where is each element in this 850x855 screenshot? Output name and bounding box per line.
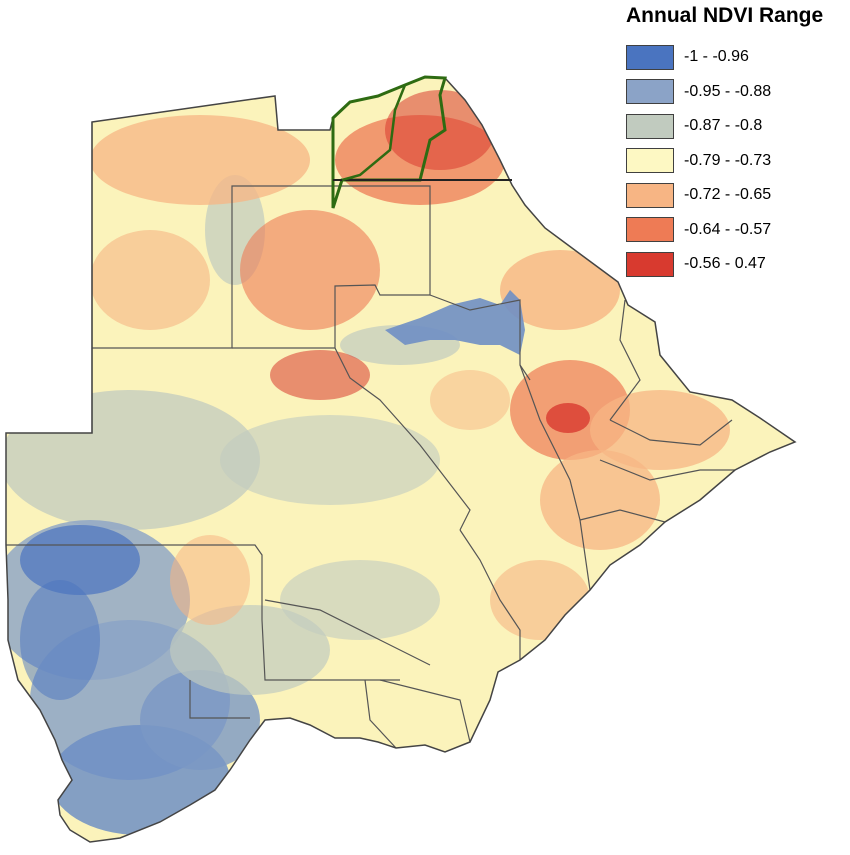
blue-zones	[6, 175, 460, 835]
legend-item: -0.95 - -0.88	[626, 75, 846, 110]
legend-swatch	[626, 217, 674, 243]
legend-item: -0.72 - -0.65	[626, 178, 846, 213]
legend-label: -0.95 - -0.88	[684, 82, 772, 100]
legend-swatch	[626, 182, 674, 208]
legend-items: -1 - -0.96 -0.95 - -0.88 -0.87 - -0.8 -0.79…	[626, 40, 846, 282]
legend-label: -1 - -0.96	[684, 48, 749, 66]
legend-swatch	[626, 113, 674, 139]
legend-label: -0.87 - -0.8	[684, 117, 763, 135]
legend: Annual NDVI Range -1 - -0.96 -0.95 - -0.8…	[626, 4, 846, 282]
legend-swatch	[626, 148, 674, 174]
legend-item: -0.56 - 0.47	[626, 247, 846, 282]
legend-label: -0.72 - -0.65	[684, 186, 772, 204]
legend-label: -0.79 - -0.73	[684, 151, 772, 169]
legend-swatch	[626, 79, 674, 105]
legend-title: Annual NDVI Range	[626, 4, 824, 27]
legend-label: -0.56 - 0.47	[684, 255, 766, 273]
legend-item: -0.64 - -0.57	[626, 213, 846, 248]
legend-swatch	[626, 251, 674, 277]
legend-item: -1 - -0.96	[626, 40, 846, 75]
legend-label: -0.64 - -0.57	[684, 220, 772, 238]
legend-swatch	[626, 44, 674, 70]
study-area-divider	[341, 84, 407, 182]
legend-item: -0.79 - -0.73	[626, 144, 846, 179]
country-outline	[5, 76, 797, 843]
red-zones	[90, 90, 730, 640]
legend-item: -0.87 - -0.8	[626, 109, 846, 144]
